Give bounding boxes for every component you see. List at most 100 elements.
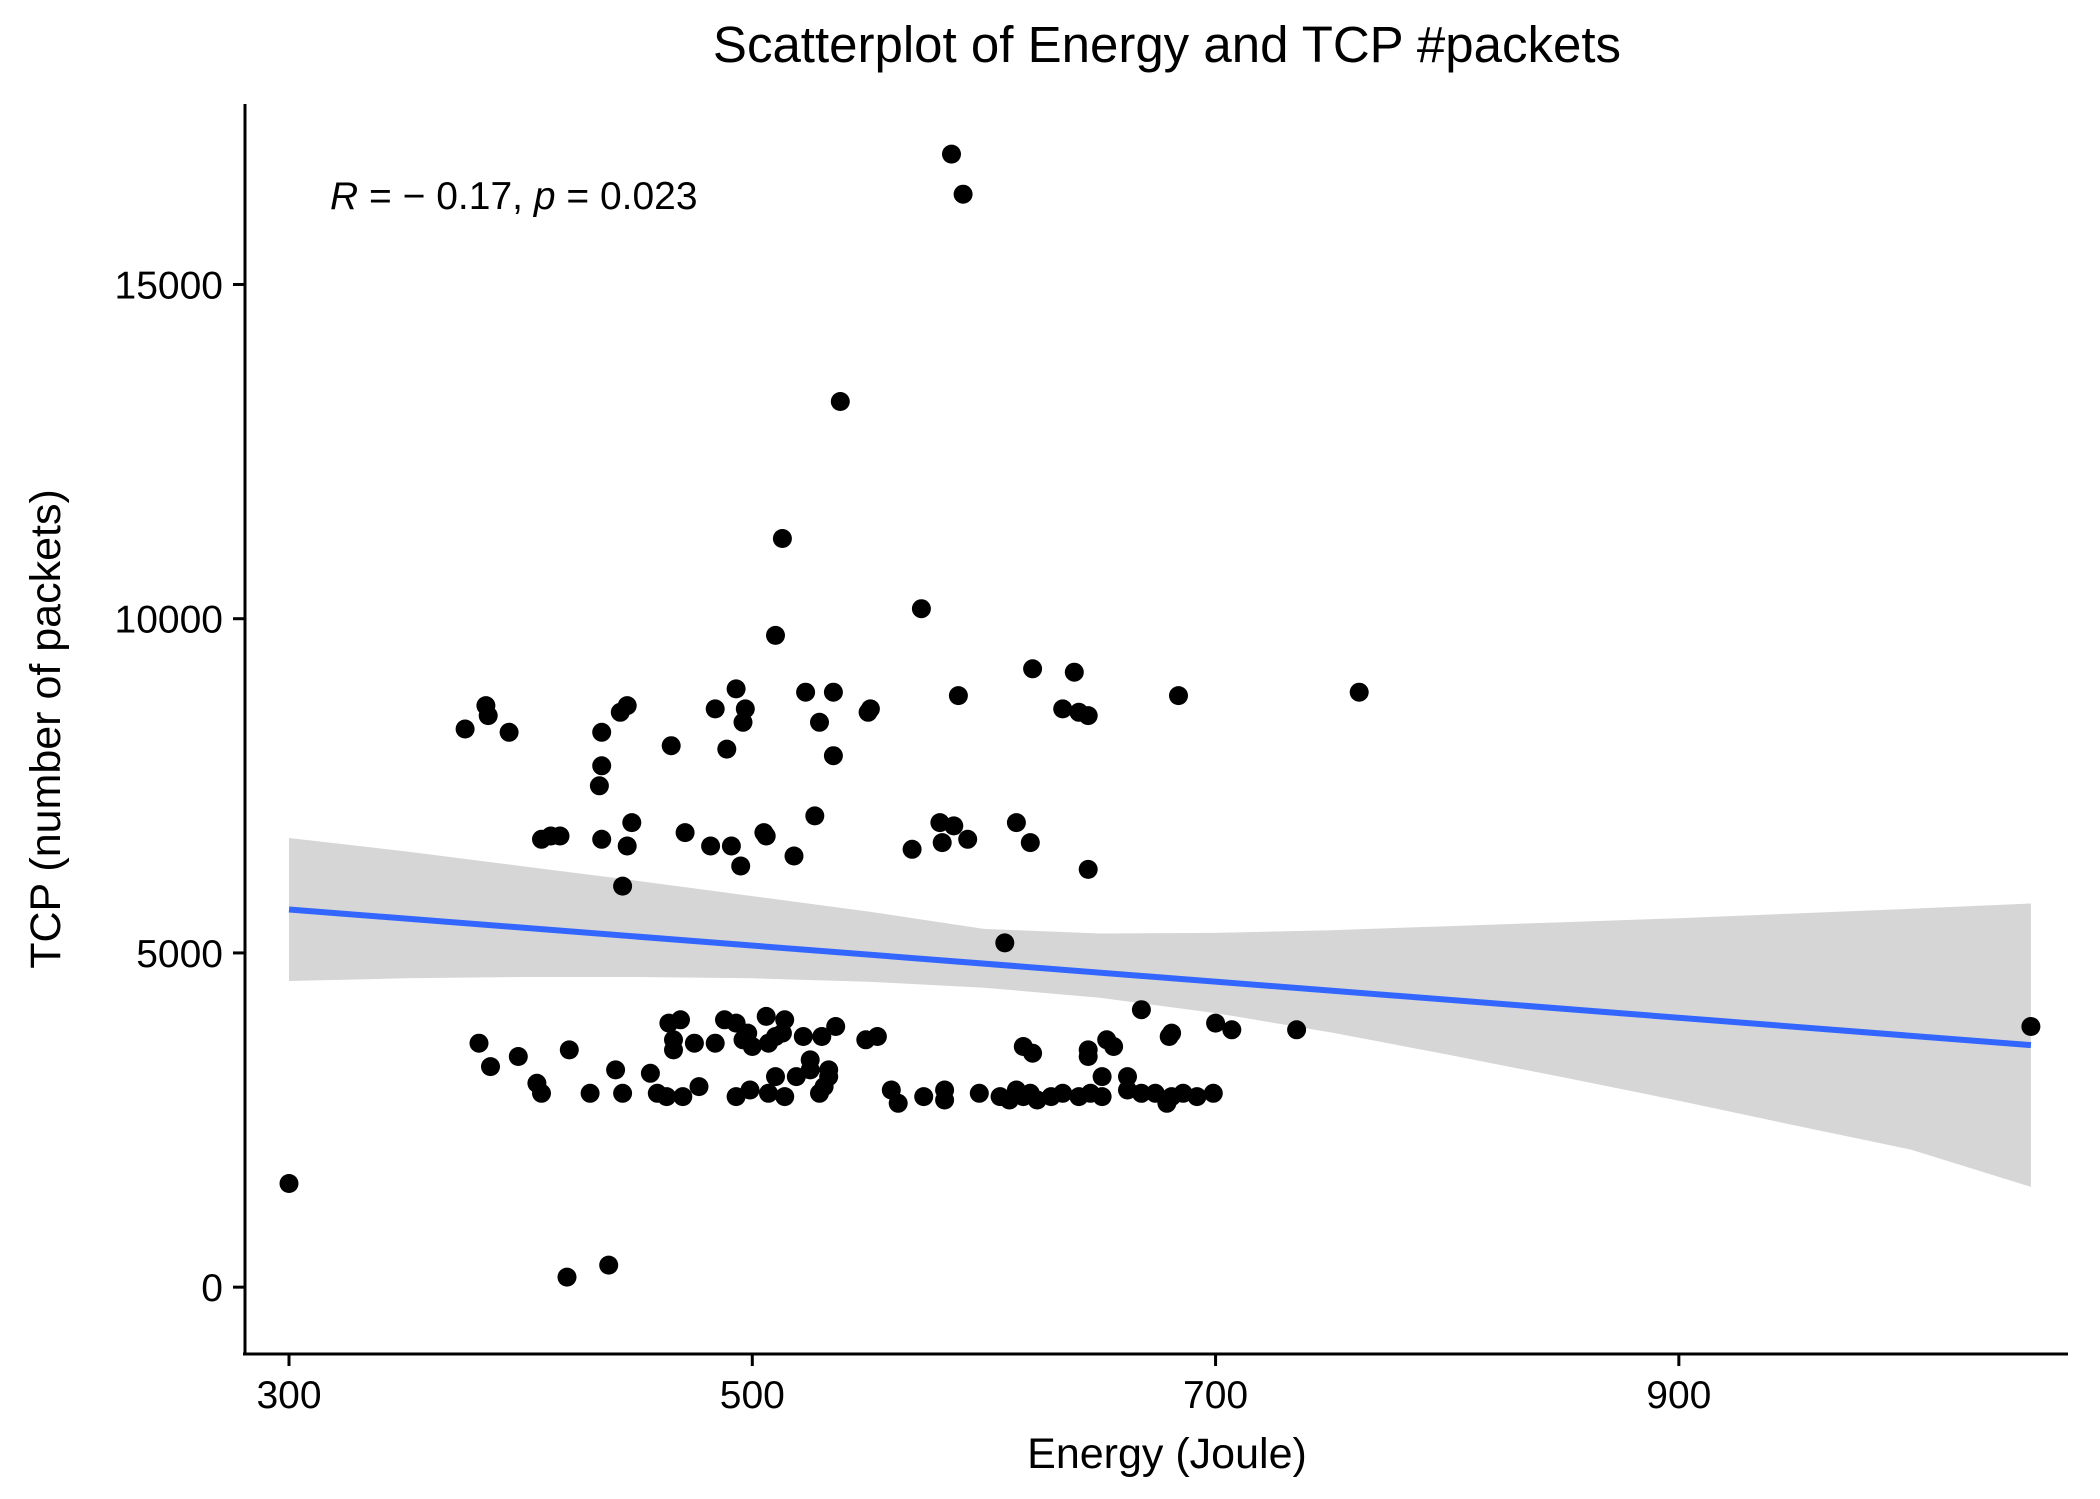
data-point (740, 1080, 760, 1100)
data-point (1006, 813, 1026, 833)
data-point (1064, 662, 1084, 682)
data-point (1053, 1083, 1073, 1103)
data-point (1078, 1047, 1098, 1066)
data-point (784, 846, 804, 866)
data-point (499, 722, 519, 742)
data-point (1020, 833, 1040, 853)
data-point (657, 1087, 677, 1107)
data-point (1092, 1087, 1112, 1107)
x-axis-label: Energy (Joule) (1027, 1430, 1307, 1478)
data-point (617, 836, 637, 856)
data-point (948, 686, 968, 706)
data-point (810, 712, 829, 732)
data-point (759, 1033, 778, 1053)
data-point (911, 599, 931, 619)
data-point (610, 702, 630, 722)
data-point (613, 876, 633, 896)
data-point (819, 1060, 839, 1080)
data-point (1131, 1000, 1151, 1020)
annotation-r-value: = − 0.17, (358, 175, 534, 218)
data-point (557, 1267, 577, 1287)
confidence-band (289, 838, 2031, 1187)
data-point (823, 682, 843, 702)
data-point (772, 1023, 792, 1043)
data-point (796, 682, 816, 702)
data-point (1092, 1067, 1112, 1087)
data-point (671, 1010, 690, 1030)
data-point (613, 1083, 633, 1103)
data-point (914, 1087, 934, 1107)
data-point (733, 712, 753, 732)
data-point (1078, 706, 1098, 726)
correlation-annotation: R = − 0.17, p = 0.023 (330, 175, 698, 218)
data-point (942, 144, 961, 164)
data-point (953, 184, 973, 204)
data-point (1169, 686, 1188, 706)
data-point (935, 1090, 955, 1110)
data-point (1349, 682, 1369, 702)
data-point (1053, 699, 1073, 719)
points-layer (279, 144, 2041, 1287)
y-tick-label: 5000 (136, 933, 223, 976)
data-point (1287, 1020, 1307, 1040)
data-point (532, 1083, 551, 1103)
data-point (673, 1087, 693, 1107)
data-point (606, 1060, 626, 1080)
data-point (756, 1006, 776, 1026)
x-tick-label: 500 (720, 1374, 785, 1417)
data-point (902, 839, 922, 859)
data-point (1157, 1093, 1177, 1113)
annotation-p-symbol: p (533, 175, 556, 218)
data-point (812, 1027, 832, 1046)
data-point (1078, 859, 1098, 879)
data-point (1187, 1087, 1207, 1107)
data-point (661, 736, 681, 756)
data-point (717, 739, 737, 759)
data-point (701, 836, 721, 856)
x-tick-label: 300 (256, 1374, 321, 1417)
y-tick-label: 10000 (115, 599, 223, 642)
data-point (721, 836, 741, 856)
data-point (932, 833, 952, 853)
y-axis-ticks: 0 5000 10000 15000 (115, 264, 245, 1310)
y-tick-label: 0 (201, 1267, 223, 1310)
data-point (455, 719, 475, 739)
data-point (469, 1033, 489, 1053)
data-point (766, 625, 785, 645)
data-point (1131, 1083, 1151, 1103)
data-point (508, 1047, 528, 1066)
data-point (705, 1033, 725, 1053)
data-point (622, 813, 642, 833)
data-point (640, 1063, 660, 1083)
data-point (726, 679, 746, 699)
data-point (664, 1040, 683, 1060)
data-point (1203, 1083, 1223, 1103)
data-point (592, 756, 612, 776)
data-point (1222, 1020, 1242, 1040)
annotation-r-symbol: R (330, 175, 358, 218)
regression-line (288, 906, 2032, 1049)
data-point (805, 806, 825, 826)
data-point (580, 1083, 600, 1103)
data-point (2021, 1017, 2041, 1036)
data-point (481, 1057, 500, 1077)
data-point (775, 1087, 795, 1107)
data-point (867, 1027, 887, 1046)
data-point (592, 829, 612, 849)
data-point (559, 1040, 579, 1060)
data-point (731, 856, 751, 876)
data-point (793, 1027, 813, 1046)
data-point (759, 1083, 778, 1103)
confidence-band-layer (289, 838, 2031, 1187)
data-point (592, 722, 612, 742)
annotation-p-value: = 0.023 (556, 175, 698, 218)
data-point (1118, 1067, 1137, 1087)
data-point (684, 1033, 704, 1053)
data-point (823, 746, 843, 766)
data-point (550, 826, 570, 846)
x-tick-label: 700 (1183, 1374, 1248, 1417)
data-point (888, 1093, 908, 1113)
data-point (969, 1083, 989, 1103)
data-point (858, 702, 878, 722)
